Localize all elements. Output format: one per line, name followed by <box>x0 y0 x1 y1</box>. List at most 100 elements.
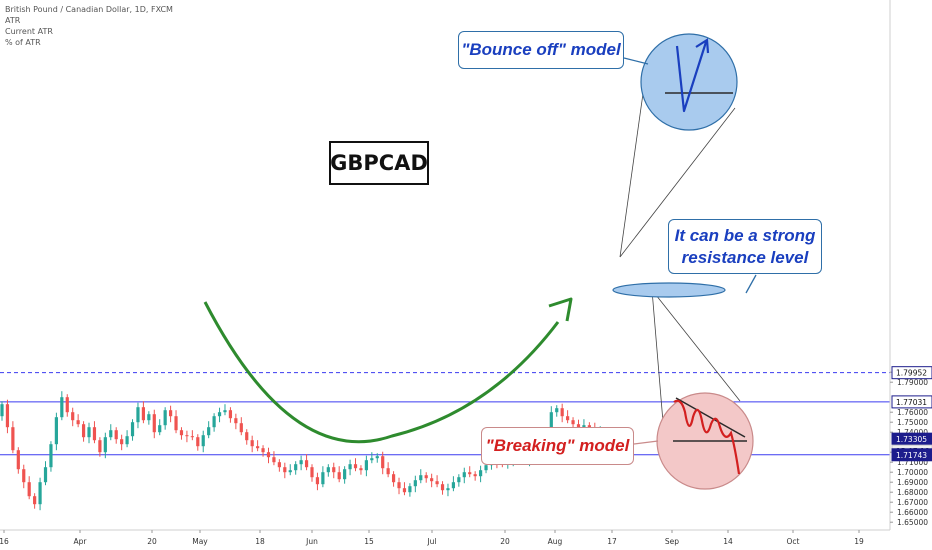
candle-body-up <box>419 475 423 481</box>
price-tick-label: 1.79000 <box>897 378 928 387</box>
time-tick-label: Sep <box>665 537 679 546</box>
candle-body-up <box>555 408 559 413</box>
bounce-callout-pointer <box>623 57 649 65</box>
price-label-text: 1.77031 <box>896 398 927 407</box>
candle-body-up <box>0 404 4 417</box>
price-label-text: 1.71743 <box>896 451 927 460</box>
candle-body-up <box>130 422 135 437</box>
candle-body-down <box>353 464 358 469</box>
candle-body-down <box>587 425 591 428</box>
candle-body-down <box>277 462 281 468</box>
candle-body-up <box>446 488 450 491</box>
candle-body-up <box>212 416 216 428</box>
indicator-pct-atr: % of ATR <box>5 38 41 47</box>
candle-body-down <box>250 440 254 447</box>
candle-body-up <box>348 464 352 470</box>
resistance-callout-line-1: It can be a strong <box>674 226 816 245</box>
candle-body-up <box>343 469 347 480</box>
candle-body-up <box>87 427 91 438</box>
breaking-model-callout: "Breaking" model <box>481 427 634 465</box>
time-tick-label: 20 <box>147 537 157 546</box>
rounding-bottom-curve <box>203 301 560 444</box>
candle-body-down <box>81 424 86 438</box>
candle-body-down <box>179 430 184 436</box>
price-label-text: 1.79952 <box>896 369 927 378</box>
candle-body-down <box>234 418 238 424</box>
candle-body-up <box>375 456 379 459</box>
candle-body-up <box>163 410 167 426</box>
candle-body-down <box>473 474 477 477</box>
indicator-name: ATR <box>5 16 21 25</box>
time-tick-label: 19 <box>854 537 864 546</box>
candle-body-down <box>245 432 249 441</box>
candle-body-down <box>261 448 265 453</box>
candle-body-down <box>576 424 581 430</box>
time-tick-label: 17 <box>607 537 617 546</box>
candle-body-up <box>326 467 330 473</box>
resistance-callout-pointer <box>745 274 757 294</box>
candle-body-down <box>571 420 575 425</box>
bounce-model-callout: "Bounce off" model <box>458 31 624 69</box>
candle-body-up <box>43 467 48 483</box>
indicator-current-atr: Current ATR <box>5 27 53 36</box>
price-tick-label: 1.76000 <box>897 408 928 417</box>
candle-body-down <box>315 477 320 485</box>
time-tick-label: 15 <box>364 537 374 546</box>
price-tick-label: 1.70000 <box>897 468 928 477</box>
time-tick-label: Jul <box>426 537 436 546</box>
candle-body-down <box>92 427 97 441</box>
candle-body-down <box>310 467 314 478</box>
chart-header: British Pound / Canadian Dollar, 1D, FXC… <box>5 4 173 48</box>
symbol-label: GBPCAD <box>329 141 429 185</box>
bounce-leader-line-bottom <box>619 107 736 258</box>
price-tick-label: 1.69000 <box>897 478 928 487</box>
price-tick-label: 1.67000 <box>897 498 928 507</box>
price-label-text: 1.73305 <box>896 435 927 444</box>
candle-body-up <box>54 417 58 445</box>
time-tick-label: Oct <box>787 537 800 546</box>
candle-body-down <box>5 404 10 428</box>
price-label-box <box>891 366 932 380</box>
price-label-box <box>891 395 932 409</box>
candle-body-down <box>283 467 287 473</box>
candle-body-up <box>370 458 374 461</box>
candle-body-up <box>217 412 222 417</box>
candle-body-down <box>141 407 146 421</box>
candle-body-down <box>71 412 75 421</box>
time-axis[interactable]: 16 Apr 20 May 18 Jun 15 Jul 20 Aug 17 Sep 14 Oct 19 <box>0 529 890 546</box>
candle-body-down <box>272 457 276 463</box>
candle-body-down <box>120 439 124 445</box>
price-label-box <box>891 448 932 462</box>
candle-body-up <box>321 472 325 485</box>
candle-body-up <box>125 436 129 445</box>
candle-body-down <box>239 423 243 433</box>
candle-body-down <box>98 440 102 453</box>
price-label-tag: 1.79952 <box>891 366 932 380</box>
candle-body-down <box>228 410 233 419</box>
candle-body-down <box>560 408 564 417</box>
time-tick-label: 14 <box>723 537 733 546</box>
breaking-model-trendline <box>675 397 746 438</box>
candle-body-down <box>185 435 189 437</box>
candle-body-down <box>304 460 309 468</box>
candle-body-up <box>147 414 151 421</box>
candle-body-down <box>266 452 271 458</box>
time-tick-label: 16 <box>0 537 9 546</box>
candle-body-down <box>440 484 445 491</box>
resistance-callout-line-2: resistance level <box>681 248 809 267</box>
candle-body-up <box>484 465 488 471</box>
candle-body-up <box>413 480 417 487</box>
candle-body-up <box>451 482 456 489</box>
candle-body-up <box>223 410 227 413</box>
chart-drawings <box>203 33 757 490</box>
price-axis[interactable]: 1.800001.790001.760001.750001.740001.720… <box>889 0 932 530</box>
candle-body-up <box>549 412 553 438</box>
candle-body-down <box>190 436 194 438</box>
breaking-leader-line-right <box>651 289 741 402</box>
breaking-callout-pointer <box>633 440 659 445</box>
time-tick-label: Jun <box>305 537 318 546</box>
bounce-model-arrow <box>675 41 708 113</box>
candle-body-up <box>288 470 292 473</box>
candle-body-down <box>397 482 401 489</box>
